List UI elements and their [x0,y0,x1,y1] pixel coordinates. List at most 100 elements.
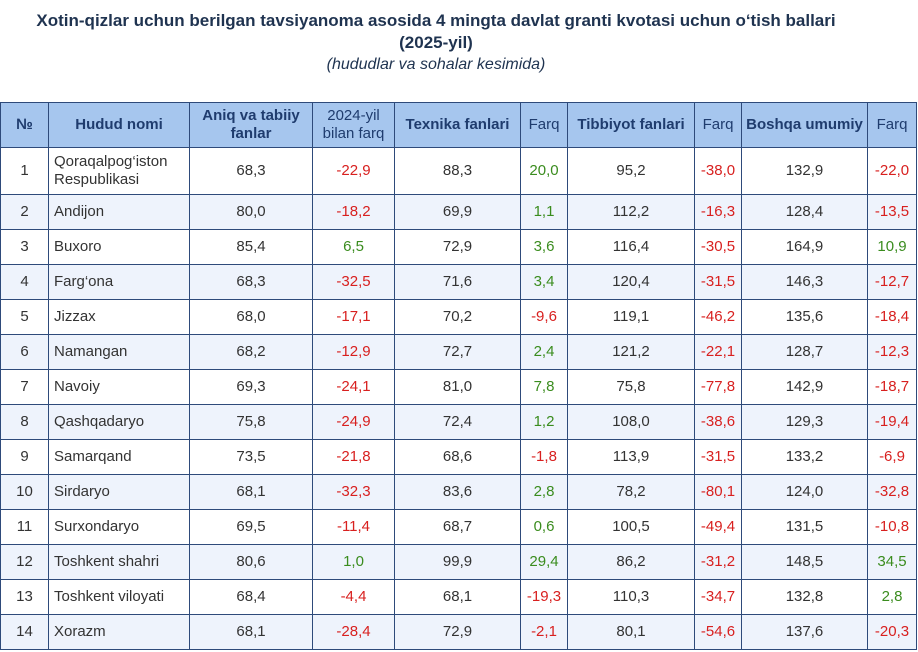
table-row: 3 Buxoro 85,4 6,5 72,9 3,6 116,4 -30,5 164,9 10,9 [0,229,917,265]
region-name: Farg‘ona [48,264,190,300]
table-cell: 20,0 [520,147,568,195]
table-cell: 95,2 [567,147,695,195]
table-cell: 128,4 [741,194,868,230]
table-cell: 3,6 [520,229,568,265]
table-cell: -9,6 [520,299,568,335]
table-cell: -12,9 [312,334,395,370]
table-cell: -6,9 [867,439,917,475]
table-cell: 0,6 [520,509,568,545]
table-cell: -32,5 [312,264,395,300]
table-cell: -24,1 [312,369,395,405]
table-cell: 6,5 [312,229,395,265]
table-row: 7 Navoiy 69,3 -24,1 81,0 7,8 75,8 -77,8 142,9 -18… [0,369,917,405]
table-cell: -17,1 [312,299,395,335]
table-cell: 80,0 [189,194,313,230]
table-cell: 110,3 [567,579,695,615]
table-cell: -80,1 [694,474,742,510]
table-cell: 1 [0,147,49,195]
column-header: Farq [520,102,568,148]
table-row: 11 Surxondaryo 69,5 -11,4 68,7 0,6 100,5 -49,4 1… [0,509,917,545]
table-cell: -20,3 [867,614,917,650]
table-cell: 68,1 [189,474,313,510]
table-cell: 3 [0,229,49,265]
table: № Hudud nomi Aniq va tabiiy fanlar 2024-yil… [0,102,917,650]
table-cell: 29,4 [520,544,568,580]
table-cell: 132,9 [741,147,868,195]
table-cell: 137,6 [741,614,868,650]
table-cell: -32,3 [312,474,395,510]
table-cell: 13 [0,579,49,615]
table-cell: 78,2 [567,474,695,510]
table-row: 1 Qoraqalpog‘iston Respublikasi 68,3 -22,9 8… [0,147,917,195]
table-cell: 133,2 [741,439,868,475]
table-cell: 2,8 [520,474,568,510]
table-cell: -31,5 [694,439,742,475]
table-cell: 1,0 [312,544,395,580]
table-cell: 119,1 [567,299,695,335]
table-cell: 68,6 [394,439,521,475]
table-cell: -12,3 [867,334,917,370]
table-cell: -38,0 [694,147,742,195]
table-cell: -18,7 [867,369,917,405]
column-header: Aniq va tabiiy fanlar [189,102,313,148]
region-name: Buxoro [48,229,190,265]
table-cell: 135,6 [741,299,868,335]
table-cell: -13,5 [867,194,917,230]
table-cell: 68,1 [394,579,521,615]
table-cell: -38,6 [694,404,742,440]
table-cell: 112,2 [567,194,695,230]
table-cell: 34,5 [867,544,917,580]
table-cell: -46,2 [694,299,742,335]
table-cell: 72,9 [394,229,521,265]
table-cell: 10,9 [867,229,917,265]
table-cell: 2 [0,194,49,230]
table-cell: 73,5 [189,439,313,475]
table-row: 6 Namangan 68,2 -12,9 72,7 2,4 121,2 -22,1 128,7… [0,334,917,370]
table-cell: -16,3 [694,194,742,230]
table-cell: -12,7 [867,264,917,300]
table-cell: 11 [0,509,49,545]
region-name: Toshkent shahri [48,544,190,580]
table-cell: 85,4 [189,229,313,265]
table-cell: 71,6 [394,264,521,300]
table-cell: 68,4 [189,579,313,615]
table-cell: -19,3 [520,579,568,615]
table-row: 13 Toshkent viloyati 68,4 -4,4 68,1 -19,3 110,… [0,579,917,615]
table-cell: 83,6 [394,474,521,510]
table-cell: 5 [0,299,49,335]
table-cell: -54,6 [694,614,742,650]
table-cell: -10,8 [867,509,917,545]
table-cell: -28,4 [312,614,395,650]
table-cell: 132,8 [741,579,868,615]
column-header: № [0,102,49,148]
subtitle: (hududlar va sohalar kesimida) [326,56,546,73]
table-cell: 2,8 [867,579,917,615]
table-cell: -22,1 [694,334,742,370]
table-cell: -21,8 [312,439,395,475]
region-name: Surxondaryo [48,509,190,545]
table-cell: 75,8 [567,369,695,405]
region-name: Namangan [48,334,190,370]
table-cell: 72,7 [394,334,521,370]
region-name: Qashqadaryo [48,404,190,440]
table-row: 4 Farg‘ona 68,3 -32,5 71,6 3,4 120,4 -31,5 146,3… [0,264,917,300]
table-cell: 131,5 [741,509,868,545]
table-cell: 68,3 [189,147,313,195]
table-cell: 81,0 [394,369,521,405]
column-header: 2024-yil bilan farq [312,102,395,148]
table-cell: 86,2 [567,544,695,580]
table-cell: 72,9 [394,614,521,650]
table-cell: 69,9 [394,194,521,230]
column-header: Texnika fanlari [394,102,521,148]
table-cell: -22,0 [867,147,917,195]
table-cell: 2,4 [520,334,568,370]
table-cell: 12 [0,544,49,580]
table-cell: -19,4 [867,404,917,440]
table-cell: 146,3 [741,264,868,300]
region-name: Jizzax [48,299,190,335]
table-cell: 1,1 [520,194,568,230]
table-cell: 142,9 [741,369,868,405]
table-cell: -31,2 [694,544,742,580]
table-cell: 9 [0,439,49,475]
